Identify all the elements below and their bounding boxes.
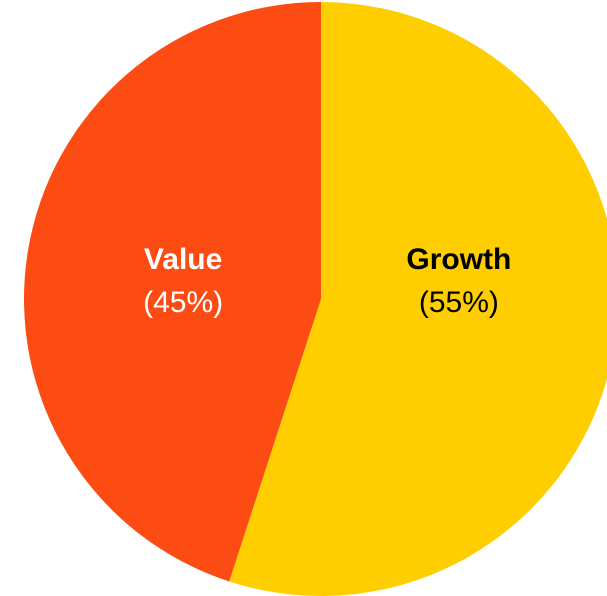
- slice-value-label: (55%): [419, 286, 499, 319]
- slice-name: Value: [144, 243, 222, 276]
- pie-slice: [24, 2, 321, 582]
- slice-value-label: (45%): [143, 286, 223, 319]
- slice-name: Growth: [406, 243, 511, 276]
- pie-slice: [229, 2, 607, 596]
